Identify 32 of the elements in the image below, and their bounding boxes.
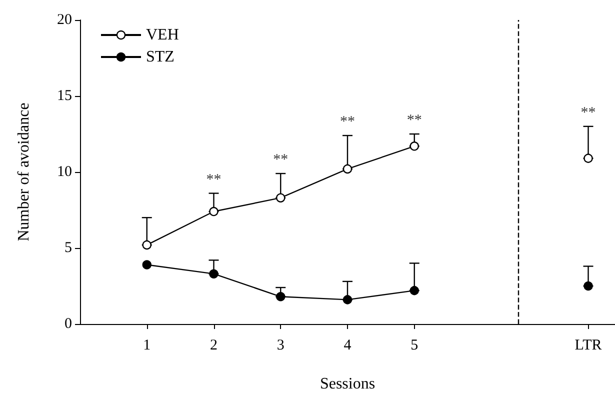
x-axis-title: Sessions: [320, 376, 376, 392]
x-tick-label: 4: [344, 338, 352, 354]
x-tick-label: LTR: [574, 338, 602, 354]
point: [209, 269, 218, 278]
point: [410, 142, 419, 151]
point: [142, 260, 152, 270]
annotation: **: [580, 104, 596, 121]
x-tick-label: 1: [143, 338, 151, 354]
point: [342, 164, 352, 174]
point: [584, 154, 593, 163]
legend-label: VEH: [146, 26, 180, 44]
point: [342, 295, 352, 304]
x-tick-label: 2: [210, 338, 218, 354]
y-axis-title: Number of avoidance: [16, 102, 32, 242]
y-tick-label: 5: [64, 240, 72, 256]
annotation: **: [340, 114, 355, 130]
x-tick-label: 3: [276, 338, 284, 354]
point: [209, 206, 218, 216]
y-tick-label: 15: [57, 88, 72, 104]
y-tick-label: 20: [57, 12, 72, 28]
annotation: **: [406, 112, 422, 128]
legend-label: STZ: [146, 48, 174, 66]
annotation: **: [206, 172, 222, 188]
annotation: **: [273, 152, 288, 168]
y-tick-label: 10: [57, 164, 72, 180]
point: [584, 281, 593, 291]
point: [410, 286, 419, 296]
point: [142, 240, 152, 250]
point: [276, 193, 286, 202]
y-tick-label: 0: [64, 316, 72, 332]
x-tick-label: 5: [410, 338, 418, 354]
point: [276, 292, 286, 302]
